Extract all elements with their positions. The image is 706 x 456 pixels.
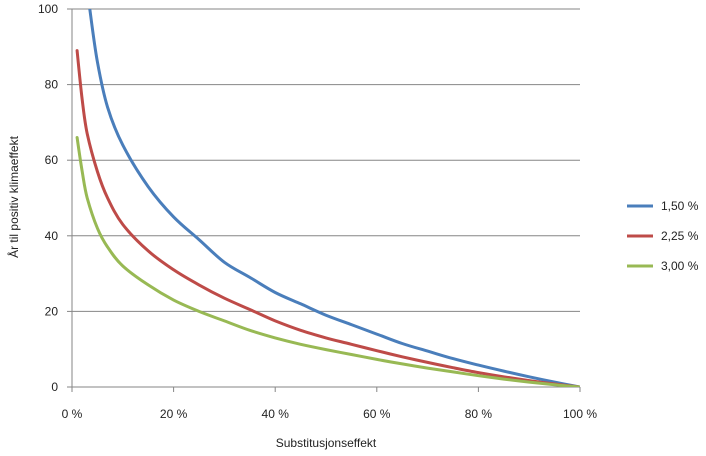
series-line [75,49,580,387]
x-tick-label: 80 % [465,407,493,421]
x-tick-label: 60 % [363,407,391,421]
y-tick-label: 0 [51,380,58,394]
y-tick-label: 40 [45,229,59,243]
legend: 1,50 % 2,25 % 3,00 % [627,199,699,273]
x-axis-ticks: 0 % 20 % 40 % 60 % 80 % 100 % [62,387,597,421]
x-tick-label: 40 % [262,407,290,421]
x-axis-title: Substitusjonseffekt [276,436,377,450]
y-tick-label: 80 [45,78,59,92]
series-line [75,136,580,387]
series-line [88,9,580,387]
x-tick-label: 0 % [62,407,83,421]
y-axis-title: År til positiv klimaeffekt [6,135,21,257]
y-axis-ticks: 0 20 40 60 80 100 [38,2,72,394]
gridlines [72,8,580,312]
legend-label: 1,50 % [661,199,699,213]
series-lines [75,9,580,387]
y-tick-label: 60 [45,153,59,167]
y-tick-label: 20 [45,304,59,318]
x-tick-label: 20 % [160,407,188,421]
x-tick-label: 100 % [563,407,597,421]
legend-label: 2,25 % [661,229,699,243]
legend-label: 3,00 % [661,259,699,273]
y-tick-label: 100 [38,2,58,16]
